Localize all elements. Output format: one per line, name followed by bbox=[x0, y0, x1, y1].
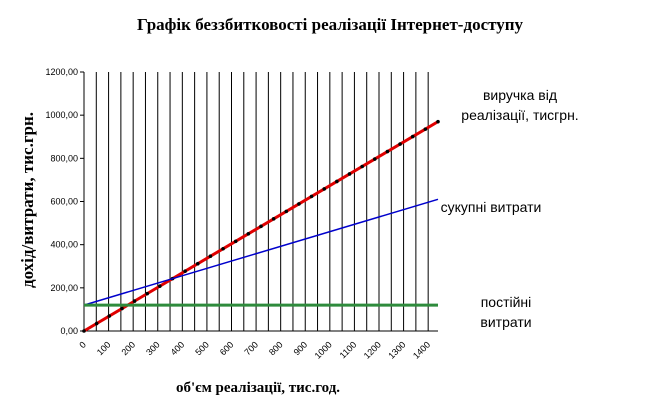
data-point bbox=[385, 149, 390, 154]
data-point bbox=[410, 134, 415, 139]
data-point bbox=[259, 224, 263, 229]
x-tick-label: 200 bbox=[119, 340, 137, 358]
x-tick-label: 0 bbox=[77, 340, 88, 351]
data-point bbox=[297, 202, 301, 206]
x-axis-label: об'єм реалізації, тис.год. bbox=[176, 380, 340, 396]
data-point bbox=[322, 187, 327, 191]
y-tick-label: 800,00 bbox=[50, 153, 78, 163]
data-point bbox=[233, 239, 238, 244]
data-point bbox=[335, 179, 339, 184]
series-line-total bbox=[83, 198, 439, 306]
data-point bbox=[246, 231, 251, 236]
data-point bbox=[208, 254, 213, 259]
data-point bbox=[183, 269, 187, 273]
data-point bbox=[271, 217, 276, 221]
annotations: виручка від реалізації, тисгрн. сукупні ви… bbox=[441, 87, 579, 330]
data-point bbox=[82, 329, 86, 333]
grid bbox=[95, 72, 429, 331]
y-tick-label: 1000,00 bbox=[45, 110, 78, 120]
y-tick-label: 1200,00 bbox=[45, 67, 78, 77]
x-tick-label: 1100 bbox=[338, 340, 359, 361]
data-point bbox=[360, 164, 364, 169]
data-point bbox=[195, 261, 200, 266]
data-point bbox=[221, 246, 225, 251]
x-tick-label: 600 bbox=[218, 340, 236, 358]
data-point bbox=[94, 321, 99, 326]
y-tick-label: 400,00 bbox=[50, 240, 78, 250]
data-point bbox=[158, 284, 162, 288]
data-point bbox=[284, 209, 289, 214]
annotation-revenue: виручка від bbox=[483, 87, 557, 103]
annotation-fixed: постійні bbox=[481, 294, 532, 310]
x-tick-label: 100 bbox=[95, 340, 113, 358]
x-tick-label: 1200 bbox=[362, 340, 383, 361]
x-tick-label: 1400 bbox=[411, 340, 432, 361]
data-point bbox=[398, 142, 402, 146]
data-point bbox=[436, 119, 440, 124]
annotation-fixed: витрати bbox=[480, 314, 531, 330]
chart-title: Графік беззбитковості реалізації Інтерне… bbox=[137, 15, 524, 34]
x-tick-label: 700 bbox=[242, 340, 260, 358]
x-tick-label: 300 bbox=[144, 340, 162, 358]
series-lines bbox=[82, 119, 440, 333]
y-tick-label: 0,00 bbox=[60, 326, 78, 336]
x-tick-label: 500 bbox=[193, 340, 211, 358]
y-axis-label: дохід/витрати, тис.грн. bbox=[18, 112, 37, 288]
data-point bbox=[372, 157, 377, 161]
x-tick-label: 400 bbox=[169, 340, 187, 358]
annotation-total: сукупні витрати bbox=[441, 199, 542, 215]
data-point bbox=[145, 291, 150, 296]
data-point bbox=[132, 299, 137, 303]
y-tick-label: 200,00 bbox=[50, 283, 78, 293]
x-tick-label: 1300 bbox=[386, 340, 407, 361]
x-tick-labels: 0 100 200 300 400 500 600 700 800 900 1000 1100 1200… bbox=[77, 340, 432, 361]
x-tick-label: 1000 bbox=[313, 340, 334, 361]
annotation-revenue: реалізації, тисгрн. bbox=[461, 107, 578, 123]
x-tick-label: 800 bbox=[267, 340, 285, 358]
x-tick-label: 900 bbox=[292, 340, 310, 358]
axes bbox=[80, 71, 438, 332]
y-tick-labels: 0,00 200,00 400,00 600,00 800,00 1000,00 1200,… bbox=[45, 67, 78, 336]
data-point bbox=[107, 314, 112, 318]
data-point bbox=[423, 127, 428, 131]
data-point bbox=[120, 306, 124, 311]
y-tick-label: 600,00 bbox=[50, 197, 78, 207]
data-point bbox=[347, 172, 352, 176]
data-point bbox=[309, 194, 314, 199]
